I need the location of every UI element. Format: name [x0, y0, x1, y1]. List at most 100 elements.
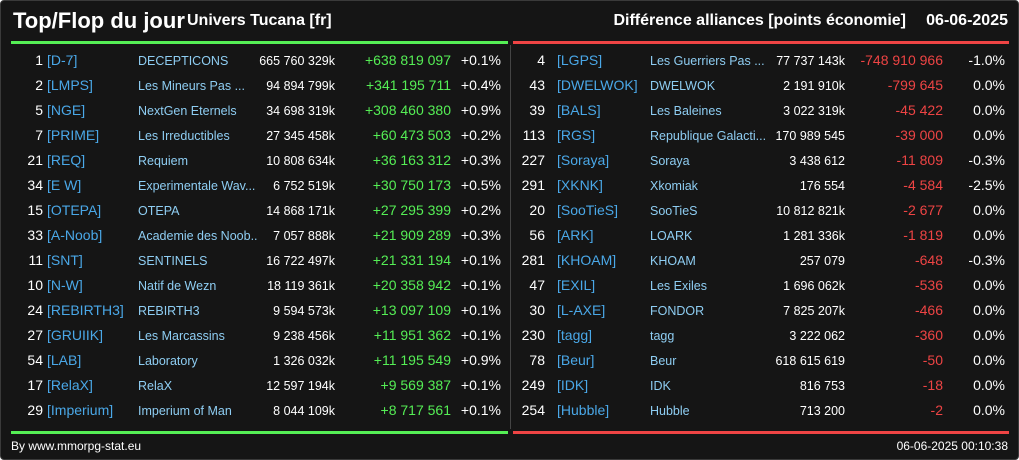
percent-cell: -1.0%	[968, 52, 1005, 68]
alliance-name-link[interactable]: Beur	[650, 354, 677, 368]
alliance-tag-link[interactable]: [NGE]	[47, 102, 86, 118]
alliance-tag-link[interactable]: [LGPS]	[557, 52, 603, 68]
alliance-name-link[interactable]: Les Baleines	[650, 104, 722, 118]
alliance-tag-link[interactable]: [RGS]	[557, 127, 596, 143]
alliance-tag-link[interactable]: [SNT]	[47, 252, 83, 268]
loser-row: 113 [RGS] Republique Galacti... 170 989 545…	[513, 123, 1009, 148]
alliance-name-link[interactable]: NextGen Eternels	[138, 104, 237, 118]
alliance-tag-link[interactable]: [SooTieS]	[557, 202, 618, 218]
diff-cell: -2 677	[903, 202, 943, 218]
alliance-tag-link[interactable]: [REQ]	[47, 152, 86, 168]
percent-cell: +0.3%	[460, 227, 501, 243]
alliance-tag-link[interactable]: [A-Noob]	[47, 227, 103, 243]
alliance-name-link[interactable]: LOARK	[650, 229, 693, 243]
percent-cell: +0.1%	[460, 277, 501, 293]
gainer-row: 33 [A-Noob] Academie des Noob... 7 057 888k…	[11, 223, 508, 248]
diff-cell: -466	[914, 302, 943, 318]
alliance-tag-link[interactable]: [EXIL]	[557, 277, 596, 293]
alliance-name-link[interactable]: SooTieS	[650, 204, 698, 218]
alliance-tag-link[interactable]: [DWELWOK]	[557, 77, 638, 93]
alliance-tag-link[interactable]: [N-W]	[47, 277, 83, 293]
points-cell: 12 597 194k	[266, 379, 335, 393]
alliance-name-link[interactable]: Hubble	[650, 404, 690, 418]
alliance-tag-link[interactable]: [Imperium]	[47, 402, 114, 418]
percent-cell: +0.5%	[460, 177, 501, 193]
alliance-tag-link[interactable]: [Hubble]	[557, 402, 610, 418]
rank-cell: 2	[35, 77, 43, 93]
alliance-tag-link[interactable]: [Beur]	[557, 352, 595, 368]
alliance-name-link[interactable]: Soraya	[650, 154, 690, 168]
points-cell: 94 894 799k	[266, 79, 335, 93]
alliance-name-link[interactable]: FONDOR	[650, 304, 705, 318]
alliance-name-link[interactable]: Les Guerriers Pas ...	[650, 54, 765, 68]
alliance-name-link[interactable]: Experimentale Wav...	[138, 179, 256, 193]
points-cell: 8 044 109k	[273, 404, 335, 418]
points-cell: 77 737 143k	[776, 54, 845, 68]
gainer-row: 2 [LMPS] Les Mineurs Pas ... 94 894 799k +34…	[11, 73, 508, 98]
gainer-row: 10 [N-W] Natif de Wezn 18 119 361k +20 358 9…	[11, 273, 508, 298]
loser-row: 249 [IDK] IDK 816 753 -18 0.0%	[513, 373, 1009, 398]
alliance-name-link[interactable]: DWELWOK	[650, 79, 716, 93]
rank-cell: 56	[529, 227, 545, 243]
alliance-name-link[interactable]: SENTINELS	[138, 254, 208, 268]
rank-cell: 21	[27, 152, 43, 168]
diff-cell: +638 819 097	[364, 52, 451, 68]
rank-cell: 34	[27, 177, 43, 193]
alliance-name-link[interactable]: Laboratory	[138, 354, 198, 368]
alliance-tag-link[interactable]: [REBIRTH3]	[47, 302, 124, 318]
alliance-tag-link[interactable]: [ARK]	[557, 227, 594, 243]
percent-cell: 0.0%	[973, 377, 1005, 393]
header-date: 06-06-2025	[926, 12, 1008, 29]
alliance-name-link[interactable]: RelaX	[138, 379, 173, 393]
alliance-name-link[interactable]: Xkomiak	[650, 179, 698, 193]
rank-cell: 39	[529, 102, 545, 118]
diff-cell: -799 645	[887, 77, 943, 93]
alliance-name-link[interactable]: Requiem	[138, 154, 189, 168]
rank-cell: 227	[521, 152, 545, 168]
rank-cell: 11	[28, 252, 43, 268]
diff-cell: +21 331 194	[372, 252, 451, 268]
alliance-name-link[interactable]: Imperium of Man	[138, 404, 232, 418]
alliance-name-link[interactable]: IDK	[650, 379, 671, 393]
alliance-tag-link[interactable]: [RelaX]	[47, 377, 93, 393]
alliance-name-link[interactable]: Republique Galacti...	[650, 129, 767, 143]
alliance-name-link[interactable]: Les Mineurs Pas ...	[138, 79, 245, 93]
alliance-tag-link[interactable]: [BALS]	[557, 102, 601, 118]
percent-cell: +0.2%	[460, 127, 501, 143]
diff-cell: -1 819	[903, 227, 943, 243]
alliance-name-link[interactable]: KHOAM	[650, 254, 696, 268]
alliance-name-link[interactable]: REBIRTH3	[138, 304, 200, 318]
alliance-name-link[interactable]: Les Exiles	[650, 279, 707, 293]
alliance-name-link[interactable]: DECEPTICONS	[138, 54, 229, 68]
alliance-tag-link[interactable]: [tagg]	[557, 327, 593, 343]
alliance-name-link[interactable]: OTEPA	[138, 204, 180, 218]
alliance-tag-link[interactable]: [GRUIIK]	[47, 327, 104, 343]
gainer-row: 1 [D-7] DECEPTICONS 665 760 329k +638 819 09…	[11, 48, 508, 73]
alliance-name-link[interactable]: Les Marcassins	[138, 329, 225, 343]
points-cell: 1 281 336k	[783, 229, 845, 243]
alliance-tag-link[interactable]: [L-AXE]	[557, 302, 606, 318]
points-cell: 6 752 519k	[273, 179, 335, 193]
alliance-name-link[interactable]: Les Irreductibles	[138, 129, 230, 143]
alliance-tag-link[interactable]: [LAB]	[47, 352, 82, 368]
alliance-tag-link[interactable]: [IDK]	[557, 377, 589, 393]
alliance-tag-link[interactable]: [KHOAM]	[557, 252, 617, 268]
alliance-tag-link[interactable]: [PRIME]	[47, 127, 100, 143]
points-cell: 27 345 458k	[266, 129, 335, 143]
points-cell: 257 079	[799, 254, 845, 268]
source-credit: By www.mmorpg-stat.eu	[11, 439, 142, 453]
alliance-tag-link[interactable]: [XKNK]	[557, 177, 603, 193]
alliance-tag-link[interactable]: [D-7]	[47, 52, 78, 68]
diff-cell: +30 750 173	[372, 177, 451, 193]
alliance-tag-link[interactable]: [Soraya]	[557, 152, 610, 168]
rank-cell: 15	[27, 202, 43, 218]
alliance-name-link[interactable]: Academie des Noob...	[138, 229, 258, 243]
alliance-name-link[interactable]: tagg	[650, 329, 675, 343]
alliance-name-link[interactable]: Natif de Wezn	[138, 279, 217, 293]
loser-row: 39 [BALS] Les Baleines 3 022 319k -45 422 0.0…	[513, 98, 1009, 123]
alliance-tag-link[interactable]: [E W]	[47, 177, 82, 193]
diff-cell: -39 000	[895, 127, 943, 143]
alliance-tag-link[interactable]: [LMPS]	[47, 77, 93, 93]
alliance-tag-link[interactable]: [OTEPA]	[47, 202, 102, 218]
percent-cell: 0.0%	[973, 77, 1005, 93]
